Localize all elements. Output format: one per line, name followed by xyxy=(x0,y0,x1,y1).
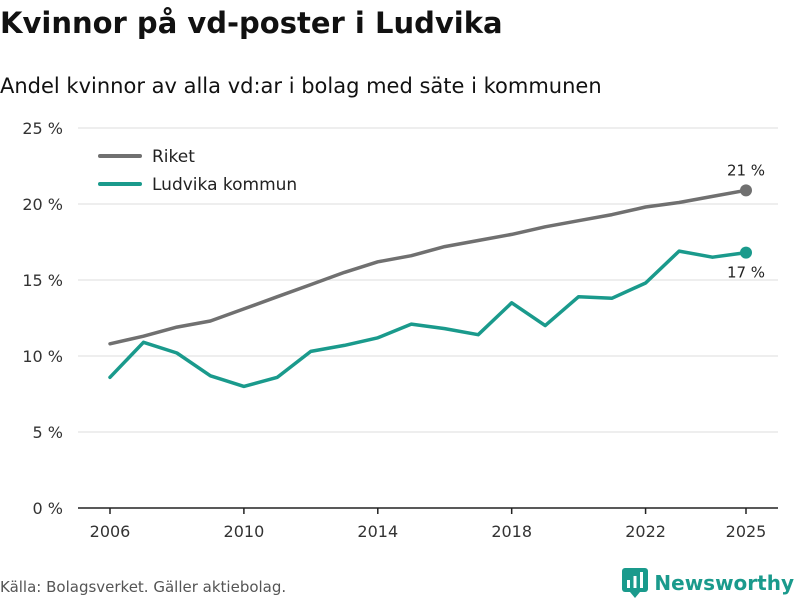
y-tick-label: 15 % xyxy=(22,271,63,290)
legend-label-riket: Riket xyxy=(152,147,195,167)
x-tick-label: 2018 xyxy=(491,522,532,541)
x-tick-label: 2022 xyxy=(625,522,666,541)
source-note: Källa: Bolagsverket. Gäller aktiebolag. xyxy=(0,578,287,596)
bar-chart-logo-icon xyxy=(622,568,649,598)
series-line-ludvika-kommun xyxy=(108,249,748,389)
x-tick-label: 2014 xyxy=(357,522,398,541)
y-tick-label: 0 % xyxy=(33,499,63,518)
y-tick-label: 20 % xyxy=(22,195,63,214)
y-tick-label: 5 % xyxy=(33,423,63,442)
end-marker-ludvika-kommun xyxy=(740,246,752,259)
series-line-riket xyxy=(108,188,748,346)
x-tick-label: 2010 xyxy=(224,522,265,541)
end-marker-riket xyxy=(740,184,752,197)
brand-logo: Newsworthy xyxy=(622,568,794,598)
y-tick-label: 25 % xyxy=(22,119,63,138)
x-tick-label: 2025 xyxy=(726,522,767,541)
end-label-ludvika-kommun: 17 % xyxy=(727,264,765,282)
y-tick-label: 10 % xyxy=(22,347,63,366)
legend-label-ludvika-kommun: Ludvika kommun xyxy=(152,175,297,195)
chart-subtitle: Andel kvinnor av alla vd:ar i bolag med … xyxy=(0,74,602,98)
brand-name: Newsworthy xyxy=(654,571,794,595)
end-label-riket: 21 % xyxy=(727,161,765,179)
chart-title: Kvinnor på vd-poster i Ludvika xyxy=(0,6,503,40)
x-tick-label: 2006 xyxy=(90,522,131,541)
